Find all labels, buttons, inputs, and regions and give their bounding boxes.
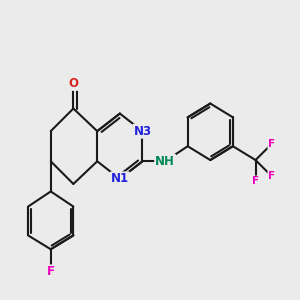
Text: N1: N1 — [111, 172, 129, 185]
Text: F: F — [268, 139, 275, 149]
Text: F: F — [268, 171, 275, 182]
Text: F: F — [47, 266, 55, 278]
Text: NH: NH — [155, 155, 175, 168]
Text: N3: N3 — [134, 125, 152, 138]
Text: F: F — [252, 176, 259, 186]
Text: O: O — [68, 77, 78, 90]
